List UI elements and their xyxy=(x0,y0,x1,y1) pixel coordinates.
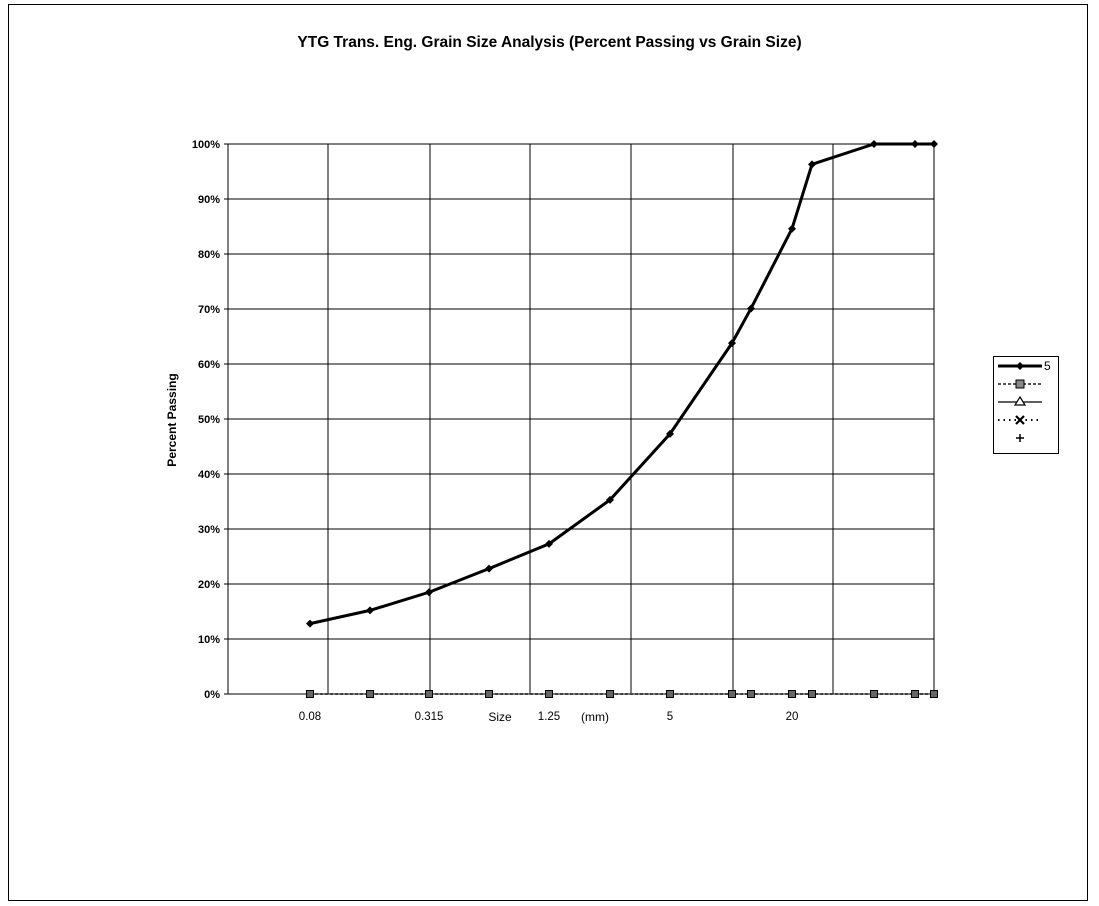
series-2-point xyxy=(606,690,614,698)
legend-swatch-plus xyxy=(1016,434,1024,442)
chart-title: YTG Trans. Eng. Grain Size Analysis (Per… xyxy=(297,34,802,51)
x-tick-label: 0.08 xyxy=(299,711,321,723)
x-axis-label-unit: (mm) xyxy=(581,710,609,724)
x-tick-label: 20 xyxy=(786,711,799,723)
y-tick-label: 90% xyxy=(198,194,220,206)
series-1-point xyxy=(747,304,755,313)
series-2-point xyxy=(425,690,433,698)
y-tick-label: 80% xyxy=(198,249,220,261)
legend-entry-series-3 xyxy=(994,393,1060,411)
series-1-point xyxy=(545,539,553,548)
legend-swatch-x xyxy=(998,415,1042,425)
legend-label-series-1: 5 xyxy=(1044,359,1051,373)
y-tick-label: 30% xyxy=(198,524,220,536)
x-tick-label: 5 xyxy=(667,711,673,723)
legend-swatch-triangle xyxy=(998,395,1042,406)
y-tick-label: 0% xyxy=(204,689,220,701)
series-2-point xyxy=(788,690,796,698)
series-1-point xyxy=(870,140,878,148)
series-1-point xyxy=(666,429,674,438)
series-2-point xyxy=(728,690,736,698)
chart-frame xyxy=(8,4,1088,901)
series-1-point xyxy=(788,224,796,233)
series-2-point xyxy=(666,690,674,698)
legend-entry-series-5 xyxy=(994,429,1060,447)
series-1-line xyxy=(309,142,934,626)
series-2-point xyxy=(808,690,816,698)
legend-swatch-square xyxy=(998,379,1042,389)
series-2-point xyxy=(747,690,755,698)
series-2-point xyxy=(485,690,493,698)
y-tick-label: 70% xyxy=(198,304,220,316)
series-2-point xyxy=(870,690,878,698)
series-1-point xyxy=(808,160,816,169)
series-1-point xyxy=(728,339,736,348)
y-tick-label: 40% xyxy=(198,469,220,481)
y-tick-label: 100% xyxy=(192,139,220,151)
y-tick-label: 60% xyxy=(198,359,220,371)
x-tick-label: 0.315 xyxy=(415,711,444,723)
y-tick-label: 10% xyxy=(198,634,220,646)
series-2-point xyxy=(306,690,314,698)
series-1-point xyxy=(485,564,493,573)
x-tick-label: 1.25 xyxy=(538,711,560,723)
series-2-point xyxy=(366,690,374,698)
series-1-point xyxy=(930,140,938,148)
series-1-point xyxy=(306,619,314,628)
legend-swatch-diamond xyxy=(998,362,1042,370)
x-axis-label-size: Size xyxy=(488,710,512,724)
series-1-point xyxy=(425,588,433,597)
series-2-point xyxy=(930,690,938,698)
series-1-point xyxy=(606,495,614,504)
legend-entry-series-1: 5 xyxy=(994,357,1060,375)
series-1-point xyxy=(911,140,919,148)
legend-entry-series-4 xyxy=(994,411,1060,429)
y-tick-label: 50% xyxy=(198,414,220,426)
series-1-point xyxy=(366,606,374,615)
legend-entry-series-2 xyxy=(994,375,1060,393)
series-2-point xyxy=(911,690,919,698)
legend: 5 xyxy=(993,356,1059,454)
y-tick-label: 20% xyxy=(198,579,220,591)
series-2-point xyxy=(545,690,553,698)
